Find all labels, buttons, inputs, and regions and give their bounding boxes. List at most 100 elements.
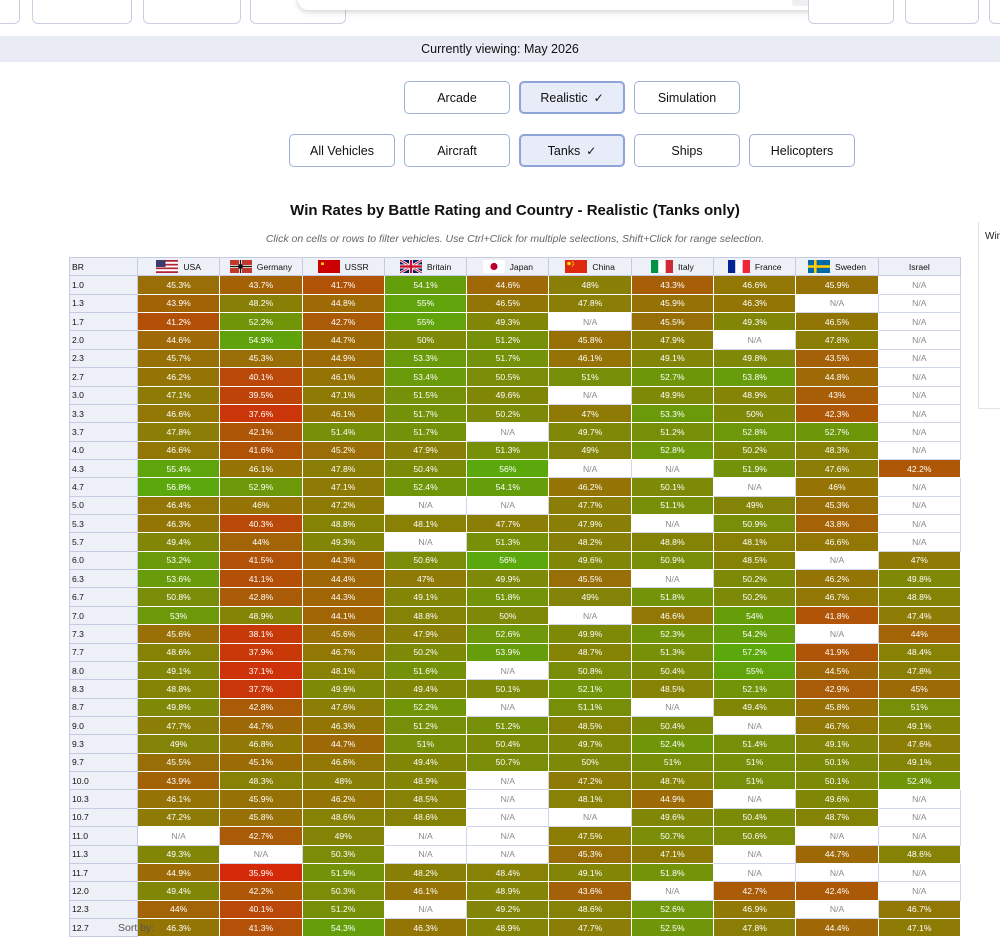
heatmap-cell[interactable]: 52.2% xyxy=(383,697,468,717)
heatmap-cell[interactable]: 48.6% xyxy=(548,899,632,919)
heatmap-cell[interactable]: 49.6% xyxy=(795,789,879,809)
heatmap-cell[interactable]: 49.6% xyxy=(548,550,632,571)
heatmap-cell[interactable]: 49.1% xyxy=(877,752,962,773)
heatmap-cell[interactable]: 45.5% xyxy=(548,569,632,589)
heatmap-cell-na[interactable]: N/A xyxy=(877,422,962,442)
heatmap-cell[interactable]: 41.5% xyxy=(219,550,303,571)
br-row-label[interactable]: 2.3 xyxy=(69,348,138,369)
heatmap-cell[interactable]: 49.6% xyxy=(466,385,550,405)
heatmap-cell-na[interactable]: N/A xyxy=(795,550,879,571)
heatmap-cell[interactable]: 50.1% xyxy=(795,771,879,791)
heatmap-cell[interactable]: 47.5% xyxy=(548,826,632,846)
heatmap-cell-na[interactable]: N/A xyxy=(877,440,962,460)
heatmap-cell[interactable]: 48.3% xyxy=(795,440,879,460)
mode-button-arcade[interactable]: Arcade xyxy=(404,81,510,114)
heatmap-cell[interactable]: 47% xyxy=(877,550,962,571)
heatmap-cell[interactable]: 41.8% xyxy=(795,605,879,626)
heatmap-cell[interactable]: 44.7% xyxy=(301,330,385,350)
heatmap-cell[interactable]: 55.4% xyxy=(136,458,221,479)
heatmap-row[interactable]: 12.0 49.4% 42.2% 50.3% 46.1% 48.9% 43.6% N/A 42.… xyxy=(69,881,962,901)
heatmap-cell[interactable]: 42.1% xyxy=(219,422,303,442)
top-button-partial[interactable] xyxy=(0,0,20,24)
heatmap-row[interactable]: 6.0 53.2% 41.5% 44.3% 50.6% 56% 49.6% 50.9% 48.5… xyxy=(69,550,962,571)
heatmap-cell[interactable]: 48.4% xyxy=(877,642,962,662)
heatmap-cell[interactable]: 50.8% xyxy=(548,660,632,681)
heatmap-cell[interactable]: 43.3% xyxy=(630,275,715,295)
heatmap-cell[interactable]: 48.5% xyxy=(630,679,715,699)
br-row-label[interactable]: 8.7 xyxy=(69,697,138,717)
heatmap-cell[interactable]: 47.1% xyxy=(630,844,715,864)
heatmap-cell[interactable]: 52.4% xyxy=(630,734,715,754)
heatmap-cell[interactable]: 49.9% xyxy=(630,385,715,405)
heatmap-cell-na[interactable]: N/A xyxy=(877,275,962,295)
heatmap-cell[interactable]: 44.8% xyxy=(301,293,385,314)
heatmap-cell[interactable]: 47.6% xyxy=(795,458,879,479)
heatmap-cell[interactable]: 51.3% xyxy=(630,642,715,662)
br-row-label[interactable]: 5.7 xyxy=(69,532,138,552)
br-row-label[interactable]: 12.3 xyxy=(69,899,138,919)
br-row-label[interactable]: 11.7 xyxy=(69,862,138,883)
heatmap-row[interactable]: 4.0 46.6% 41.6% 45.2% 47.9% 51.3% 49% 52.8% 50.2… xyxy=(69,440,962,460)
column-header-usa[interactable]: USA xyxy=(136,256,221,277)
heatmap-cell-na[interactable]: N/A xyxy=(795,293,879,314)
heatmap-cell[interactable]: 47.8% xyxy=(301,458,385,479)
heatmap-cell[interactable]: 47.7% xyxy=(548,917,632,937)
column-header-sweden[interactable]: Sweden xyxy=(795,256,879,277)
heatmap-cell[interactable]: 48.9% xyxy=(466,917,550,937)
heatmap-cell[interactable]: 53.2% xyxy=(136,550,221,571)
heatmap-cell[interactable]: 49.8% xyxy=(713,348,797,369)
heatmap-cell[interactable]: 41.2% xyxy=(136,312,221,332)
heatmap-cell[interactable]: 46.2% xyxy=(136,367,221,387)
br-row-label[interactable]: 2.7 xyxy=(69,367,138,387)
heatmap-cell[interactable]: 47.1% xyxy=(301,477,385,497)
heatmap-row[interactable]: 6.3 53.6% 41.1% 44.4% 47% 49.9% 45.5% N/A 50.2% 4… xyxy=(69,569,962,589)
heatmap-row[interactable]: 8.0 49.1% 37.1% 48.1% 51.6% N/A 50.8% 50.4% 55% 4… xyxy=(69,660,962,681)
heatmap-cell[interactable]: 47.9% xyxy=(548,514,632,534)
heatmap-cell[interactable]: 45.7% xyxy=(136,348,221,369)
heatmap-cell-na[interactable]: N/A xyxy=(713,477,797,497)
heatmap-cell[interactable]: 48.8% xyxy=(383,605,468,626)
heatmap-cell[interactable]: 47.4% xyxy=(877,605,962,626)
br-row-label[interactable]: 8.0 xyxy=(69,660,138,681)
heatmap-row[interactable]: 5.3 46.3% 40.3% 48.8% 48.1% 47.7% 47.9% N/A 50.9… xyxy=(69,514,962,534)
heatmap-cell[interactable]: 55% xyxy=(713,660,797,681)
br-row-label[interactable]: 3.7 xyxy=(69,422,138,442)
mode-button-realistic[interactable]: Realistic ✓ xyxy=(519,81,625,114)
heatmap-cell[interactable]: 49% xyxy=(548,587,632,607)
heatmap-cell[interactable]: 44.5% xyxy=(795,660,879,681)
heatmap-cell[interactable]: 45.9% xyxy=(795,275,879,295)
column-header-china[interactable]: China xyxy=(548,256,632,277)
br-row-label[interactable]: 6.7 xyxy=(69,587,138,607)
heatmap-row[interactable]: 3.7 47.8% 42.1% 51.4% 51.7% N/A 49.7% 51.2% 52.8… xyxy=(69,422,962,442)
heatmap-cell[interactable]: 51.2% xyxy=(630,422,715,442)
heatmap-row[interactable]: 8.7 49.8% 42.8% 47.6% 52.2% N/A 51.1% N/A 49.4% 4… xyxy=(69,697,962,717)
heatmap-cell[interactable]: 46.5% xyxy=(466,293,550,314)
heatmap-cell[interactable]: 48% xyxy=(548,275,632,295)
heatmap-cell[interactable]: 45.3% xyxy=(795,495,879,516)
heatmap-cell[interactable]: 50.4% xyxy=(630,660,715,681)
heatmap-cell[interactable]: 47.1% xyxy=(301,385,385,405)
heatmap-cell[interactable]: 52.5% xyxy=(630,917,715,937)
heatmap-cell[interactable]: 51.3% xyxy=(466,532,550,552)
heatmap-cell[interactable]: 45.8% xyxy=(219,807,303,828)
heatmap-cell[interactable]: 51.8% xyxy=(630,862,715,883)
heatmap-cell[interactable]: 52.1% xyxy=(713,679,797,699)
type-button-ships[interactable]: Ships xyxy=(634,134,740,167)
heatmap-cell[interactable]: 49.1% xyxy=(795,734,879,754)
heatmap-cell[interactable]: 55% xyxy=(383,312,468,332)
heatmap-cell[interactable]: 41.7% xyxy=(301,275,385,295)
heatmap-cell[interactable]: 48.8% xyxy=(877,587,962,607)
heatmap-cell[interactable]: 46% xyxy=(219,495,303,516)
heatmap-cell[interactable]: 49.3% xyxy=(301,532,385,552)
heatmap-cell[interactable]: 50.3% xyxy=(301,844,385,864)
heatmap-cell[interactable]: 46.7% xyxy=(795,587,879,607)
heatmap-cell[interactable]: 47.8% xyxy=(136,422,221,442)
heatmap-cell-na[interactable]: N/A xyxy=(466,807,550,828)
heatmap-cell[interactable]: 49.4% xyxy=(383,752,468,773)
heatmap-cell[interactable]: 48.9% xyxy=(383,771,468,791)
heatmap-cell[interactable]: 48% xyxy=(301,771,385,791)
heatmap-cell[interactable]: 48.8% xyxy=(630,532,715,552)
heatmap-cell[interactable]: 44.9% xyxy=(136,862,221,883)
heatmap-cell[interactable]: 47% xyxy=(383,569,468,589)
br-row-label[interactable]: 7.7 xyxy=(69,642,138,662)
